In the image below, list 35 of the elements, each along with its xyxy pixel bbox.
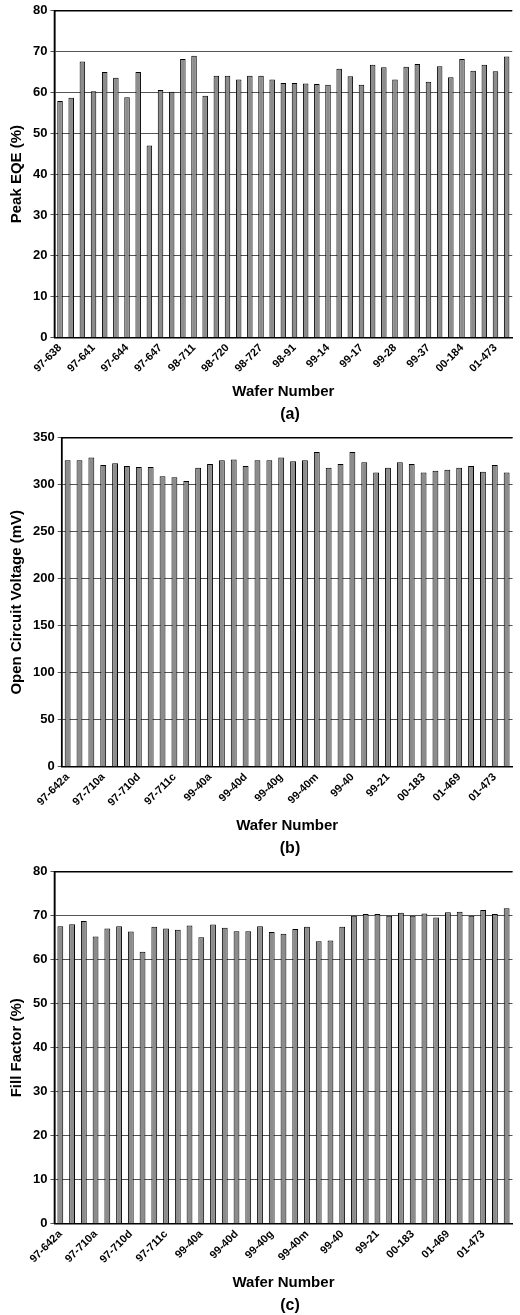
y-tick-label: 150 (32, 617, 55, 633)
x-axis-title: Wafer Number (232, 1273, 335, 1291)
y-tick-label: 40 (32, 1039, 48, 1055)
x-axis-title: Wafer Number (236, 816, 339, 834)
y-tick-label: 350 (32, 429, 55, 445)
y-axis-title: Open Circuit Voltage (mV) (7, 509, 25, 695)
y-tick-label: 20 (32, 1127, 48, 1143)
y-axis-title: Fill Factor (%) (7, 998, 25, 1098)
y-tick-label: 50 (32, 995, 48, 1011)
y-tick-label: 10 (32, 1171, 48, 1187)
y-axis-title: Peak EQE (%) (7, 124, 25, 224)
y-tick-label: 30 (32, 1083, 48, 1099)
y-tick-label: 100 (32, 664, 55, 680)
x-axis-title: Wafer Number (232, 382, 335, 400)
y-tick-label: 50 (32, 124, 48, 140)
y-tick-label: 0 (40, 329, 48, 345)
text: (a) (279, 405, 301, 424)
y-tick-label: 10 (32, 288, 48, 304)
y-tick-label: 300 (32, 476, 55, 492)
y-tick-label: 0 (40, 1215, 48, 1231)
y-tick-label: 50 (40, 711, 55, 727)
y-tick-label: 250 (32, 523, 55, 539)
y-tick-label: 30 (32, 206, 48, 222)
y-tick-label: 70 (32, 43, 48, 59)
y-tick-label: 70 (32, 907, 48, 923)
y-tick-label: 0 (47, 758, 55, 774)
text: (b) (278, 839, 302, 858)
y-tick-label: 200 (32, 570, 55, 586)
y-tick-label: 60 (32, 84, 48, 100)
y-tick-label: 20 (32, 247, 48, 263)
y-tick-label: 40 (32, 165, 48, 181)
y-tick-label: 80 (32, 2, 48, 18)
y-tick-label: 80 (32, 863, 48, 879)
text: (c) (279, 1296, 301, 1315)
y-tick-label: 60 (32, 951, 48, 967)
